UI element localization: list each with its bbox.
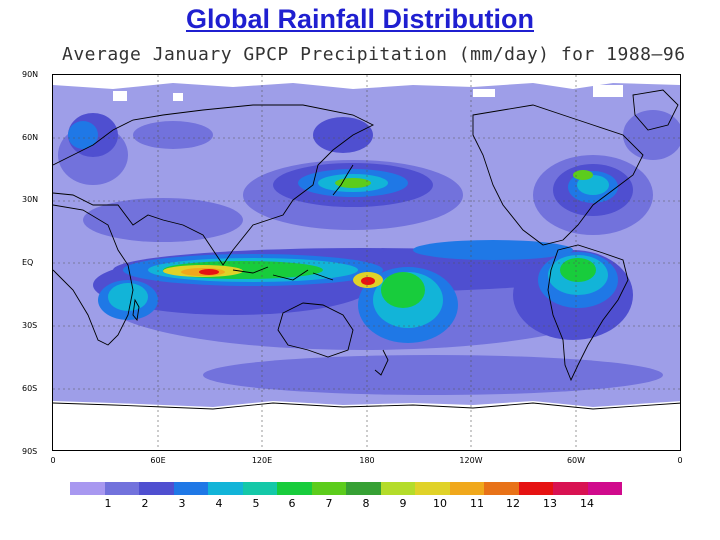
colorbar-label-10: 10	[433, 497, 447, 510]
colorbar-label-7: 7	[325, 497, 333, 510]
colorbar-swatch-12	[449, 482, 484, 495]
lon-label-60w: 60W	[566, 456, 586, 465]
colorbar-swatch-4	[173, 482, 208, 495]
colorbar-swatch-14	[518, 482, 553, 495]
colorbar-label-13: 13	[543, 497, 557, 510]
colorbar-swatch-10	[380, 482, 415, 495]
colorbar-swatch-15	[553, 482, 588, 495]
lon-label-120e: 120E	[251, 456, 273, 465]
colorbar-swatch-13	[484, 482, 519, 495]
colorbar-swatch-1	[70, 482, 105, 495]
no-data-regions	[53, 75, 680, 450]
colorbar-swatch-7	[277, 482, 312, 495]
lat-label-90n: 90N	[22, 70, 39, 79]
lon-label-180: 180	[359, 456, 375, 465]
colorbar-label-1: 1	[104, 497, 112, 510]
colorbar-label-11: 11	[470, 497, 484, 510]
colorbar-label-5: 5	[252, 497, 260, 510]
lat-label-eq: EQ	[22, 258, 34, 267]
lat-label-60s: 60S	[22, 384, 38, 393]
coastlines	[53, 89, 680, 410]
lon-label-0-right: 0	[677, 456, 683, 465]
precipitation-map-svg	[53, 75, 680, 450]
colorbar-swatch-3	[139, 482, 174, 495]
lat-label-30s: 30S	[22, 321, 38, 330]
precipitation-map	[52, 74, 681, 451]
colorbar-label-3: 3	[178, 497, 186, 510]
lon-label-60e: 60E	[150, 456, 166, 465]
lat-label-90s: 90S	[22, 447, 38, 456]
colorbar-swatch-2	[104, 482, 139, 495]
colorbar-swatch-6	[242, 482, 277, 495]
rain-bands-10-14	[163, 265, 383, 288]
lat-label-30n: 30N	[22, 195, 39, 204]
colorbar-label-2: 2	[141, 497, 149, 510]
plot-title: Average January GPCP Precipitation (mm/d…	[62, 44, 686, 65]
colorbar-swatch-8	[311, 482, 346, 495]
lon-label-120w: 120W	[459, 456, 483, 465]
colorbar-swatch-5	[208, 482, 243, 495]
colorbar-swatch-9	[346, 482, 381, 495]
colorbar-label-8: 8	[362, 497, 370, 510]
slide-title: Global Rainfall Distribution	[185, 4, 534, 34]
colorbar-label-9: 9	[399, 497, 407, 510]
lon-label-0-left: 0	[50, 456, 56, 465]
colorbar-swatch-11	[415, 482, 450, 495]
colorbar-label-12: 12	[506, 497, 520, 510]
colorbar-label-4: 4	[215, 497, 223, 510]
colorbar	[70, 482, 622, 495]
colorbar-label-14: 14	[580, 497, 594, 510]
lat-label-60n: 60N	[22, 133, 39, 142]
colorbar-label-6: 6	[288, 497, 296, 510]
colorbar-swatch-16	[587, 482, 622, 495]
